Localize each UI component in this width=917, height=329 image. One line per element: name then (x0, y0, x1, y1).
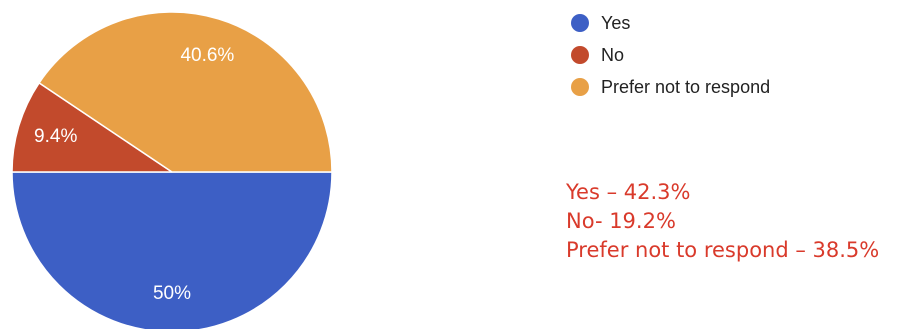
legend-label-prefer-not: Prefer not to respond (601, 76, 771, 97)
legend-item-prefer-not[interactable]: Prefer not to respond (571, 71, 770, 103)
legend-item-no[interactable]: No (571, 39, 770, 71)
slice-label-prefer-not-to-respond: 40.6% (180, 45, 234, 66)
legend-label-yes: Yes (601, 12, 631, 33)
pie-labels: 50% 9.4% 40.6% (34, 45, 234, 304)
pie-chart: 50% 9.4% 40.6% (11, 11, 333, 329)
annotation-line-prefer-not: Prefer not to respond – 38.5% (566, 238, 880, 262)
legend-label-no: No (601, 44, 625, 65)
pie-slice-no[interactable] (11, 82, 173, 173)
legend: Yes No Prefer not to respond (571, 7, 770, 103)
pie-slice-yes[interactable] (11, 171, 333, 329)
pie-slice-prefer-not-to-respond[interactable] (38, 11, 333, 173)
annotation-line-yes: Yes – 42.3% (566, 180, 691, 204)
legend-item-yes[interactable]: Yes (571, 7, 770, 39)
slice-label-no: 9.4% (34, 126, 77, 147)
slice-label-yes: 50% (153, 283, 191, 304)
annotation-line-no: No- 19.2% (566, 209, 676, 233)
pie-slices (11, 11, 333, 329)
legend-swatch-no (571, 46, 589, 64)
legend-swatch-yes (571, 14, 589, 32)
legend-swatch-prefer-not (571, 78, 589, 96)
annotation-note: Yes – 42.3% No- 19.2% Prefer not to resp… (566, 178, 879, 265)
